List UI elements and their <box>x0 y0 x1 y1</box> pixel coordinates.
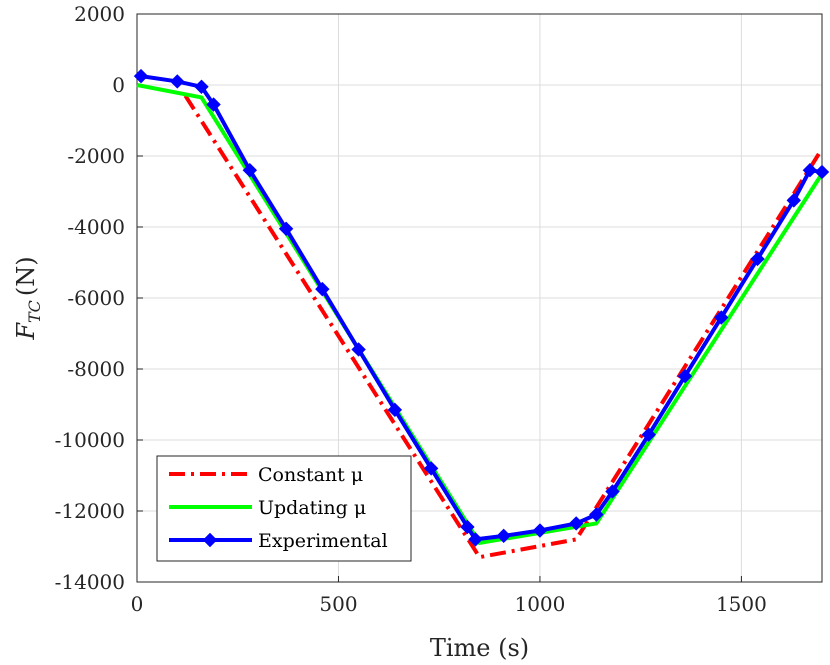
x-tick-label: 500 <box>319 592 357 616</box>
data-point <box>589 507 604 522</box>
y-tick-label: -12000 <box>55 499 125 523</box>
y-axis-label: FTC (N) <box>12 256 44 340</box>
data-point <box>206 97 221 112</box>
data-point <box>133 68 149 84</box>
y-tick-label: 2000 <box>74 2 125 26</box>
data-point <box>714 310 729 325</box>
grid-lines <box>137 14 822 582</box>
series-line <box>140 74 823 542</box>
data-point <box>814 164 830 180</box>
data-point <box>460 519 475 535</box>
data-point <box>496 528 511 544</box>
y-axis-label-unit: (N) <box>12 256 40 296</box>
data-point <box>750 251 765 267</box>
data-point <box>423 461 439 476</box>
series-line <box>136 83 824 545</box>
y-tick-label: 0 <box>112 73 125 97</box>
data-point <box>387 402 403 418</box>
y-tick-label: -6000 <box>67 286 125 310</box>
y-tick-label: -14000 <box>55 570 125 594</box>
x-axis-label: Time (s) <box>430 634 529 662</box>
data-point <box>351 342 366 357</box>
x-tick-label: 1000 <box>514 592 565 616</box>
y-tick-label: -2000 <box>67 144 125 168</box>
data-point <box>468 532 483 547</box>
data-point <box>315 281 330 297</box>
data-point <box>605 484 620 499</box>
y-axis-label-main: F <box>12 322 40 341</box>
y-tick-label: -10000 <box>55 428 125 452</box>
series-2 <box>133 68 830 547</box>
series-1 <box>136 83 824 545</box>
data-point <box>677 368 693 384</box>
legend: Constant μ Updating μ Experimental <box>156 455 412 562</box>
data-point <box>170 74 185 89</box>
data-point <box>802 162 818 178</box>
legend-label-1: Updating μ <box>258 497 366 519</box>
data-point <box>194 79 209 94</box>
series-line <box>183 94 824 560</box>
y-tick-label: -4000 <box>67 215 125 239</box>
legend-label-2: Experimental <box>258 530 388 552</box>
y-axis-label-sub: TC <box>25 300 44 323</box>
data-point <box>641 427 656 442</box>
data-point <box>532 523 548 538</box>
legend-label-0: Constant μ <box>258 464 363 486</box>
legend-marker-2 <box>202 532 218 548</box>
data-point <box>786 193 802 208</box>
y-tick-label: -8000 <box>67 357 125 381</box>
data-point <box>242 162 258 178</box>
axis-ticks: 0 500 1000 1500 2000 0 -2000 -4000 -6000 -8000 -10… <box>55 2 767 616</box>
data-point <box>278 221 294 236</box>
series-0 <box>183 94 824 560</box>
x-tick-label: 1500 <box>716 592 767 616</box>
data-point <box>568 516 584 531</box>
x-tick-label: 0 <box>131 592 144 616</box>
series-layer <box>133 68 830 560</box>
